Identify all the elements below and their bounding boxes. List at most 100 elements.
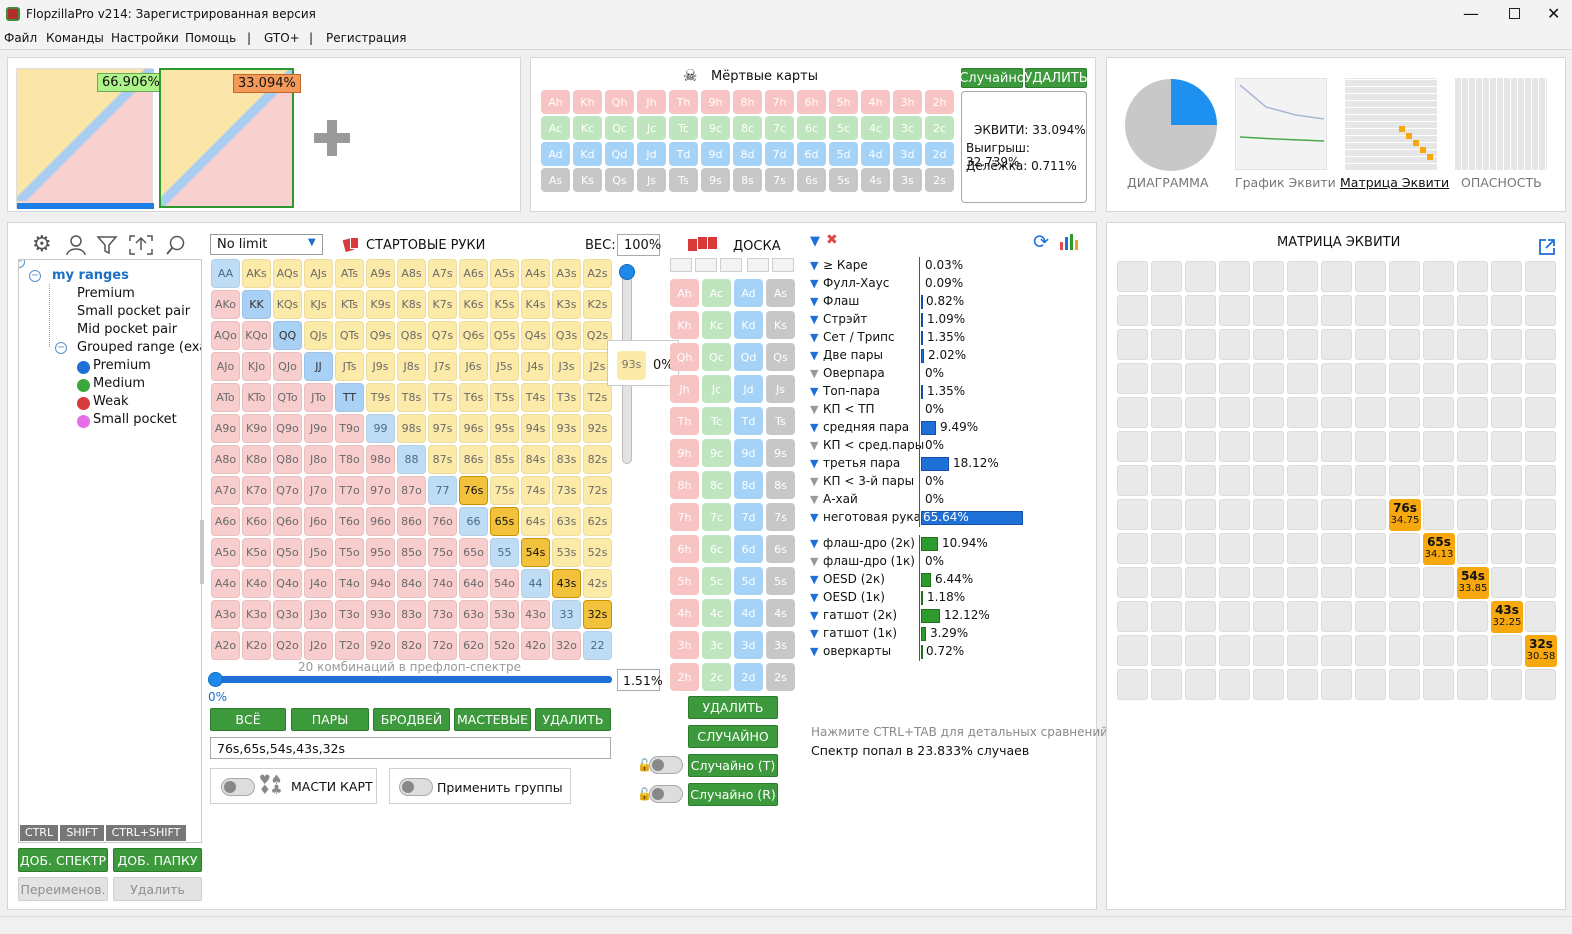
hand-cell-52o[interactable]: 52o	[490, 631, 519, 660]
equity-matrix-cell[interactable]	[1389, 397, 1420, 428]
hand-cell-T9o[interactable]: T9o	[335, 414, 364, 443]
equity-matrix-cell[interactable]	[1117, 465, 1148, 496]
equity-matrix-cell[interactable]	[1389, 533, 1420, 564]
filter-icon[interactable]: ▼	[810, 313, 819, 326]
board-card-Kh[interactable]: Kh	[670, 311, 699, 339]
hand-cell-Q9s[interactable]: Q9s	[366, 321, 395, 350]
equity-matrix-cell[interactable]	[1457, 499, 1488, 530]
board-slot[interactable]	[720, 258, 742, 272]
hand-cell-98s[interactable]: 98s	[397, 414, 426, 443]
board-card-Ks[interactable]: Ks	[766, 311, 795, 339]
board-card-4s[interactable]: 4s	[766, 599, 795, 627]
equity-matrix-cell[interactable]	[1117, 669, 1148, 700]
hand-cell-KQo[interactable]: KQo	[242, 321, 271, 350]
hand-cell-K3s[interactable]: K3s	[552, 290, 581, 319]
equity-matrix-cell[interactable]	[1525, 431, 1556, 462]
equity-matrix-cell[interactable]	[1253, 295, 1284, 326]
hand-cell-33[interactable]: 33	[552, 600, 581, 629]
hand-cell-94o[interactable]: 94o	[366, 569, 395, 598]
hand-cell-Q5o[interactable]: Q5o	[273, 538, 302, 567]
equity-matrix-cell[interactable]	[1185, 499, 1216, 530]
dead-card-6s[interactable]: 6s	[797, 168, 826, 192]
hand-cell-AA[interactable]: AA	[211, 259, 240, 288]
equity-matrix-highlight-cell[interactable]: 65s 34.13	[1423, 533, 1455, 565]
board-card-4c[interactable]: 4c	[702, 599, 731, 627]
view-equity-matrix-label[interactable]: Матрица Эквити	[1340, 175, 1450, 190]
equity-matrix-cell[interactable]	[1457, 533, 1488, 564]
hand-cell-75s[interactable]: 75s	[490, 476, 519, 505]
hand-cell-54s[interactable]: 54s	[521, 538, 550, 567]
hand-cell-QQ[interactable]: QQ	[273, 321, 302, 350]
filter-icon[interactable]: ▼	[810, 609, 819, 622]
filter-icon[interactable]: ▼	[810, 573, 819, 586]
equity-matrix-cell[interactable]	[1423, 465, 1454, 496]
equity-matrix-cell[interactable]	[1253, 261, 1284, 292]
board-card-7h[interactable]: 7h	[670, 503, 699, 531]
dead-card-Qh[interactable]: Qh	[605, 90, 634, 114]
equity-matrix-cell[interactable]	[1321, 567, 1352, 598]
hand-cell-95s[interactable]: 95s	[490, 414, 519, 443]
hand-cell-A7s[interactable]: A7s	[428, 259, 457, 288]
board-card-Qd[interactable]: Qd	[734, 343, 763, 371]
board-card-Ah[interactable]: Ah	[670, 279, 699, 307]
hand-cell-K2s[interactable]: K2s	[583, 290, 612, 319]
hand-cell-Q6s[interactable]: Q6s	[459, 321, 488, 350]
dead-card-Qd[interactable]: Qd	[605, 142, 634, 166]
board-slot[interactable]	[695, 258, 717, 272]
equity-matrix-cell[interactable]	[1287, 329, 1318, 360]
equity-matrix-cell[interactable]	[1253, 533, 1284, 564]
dead-card-6h[interactable]: 6h	[797, 90, 826, 114]
board-card-Qs[interactable]: Qs	[766, 343, 795, 371]
hand-cell-J8o[interactable]: J8o	[304, 445, 333, 474]
equity-matrix-cell[interactable]	[1219, 669, 1250, 700]
equity-matrix-cell[interactable]	[1151, 363, 1182, 394]
hand-cell-65s[interactable]: 65s	[490, 507, 519, 536]
equity-matrix-cell[interactable]	[1185, 601, 1216, 632]
equity-matrix-cell[interactable]	[1355, 669, 1386, 700]
equity-matrix-cell[interactable]	[1219, 635, 1250, 666]
filter-icon[interactable]: ▼	[810, 493, 819, 506]
equity-matrix-cell[interactable]	[1457, 465, 1488, 496]
filter-icon[interactable]: ▼	[810, 331, 819, 344]
equity-matrix-cell[interactable]	[1253, 363, 1284, 394]
dead-card-4s[interactable]: 4s	[861, 168, 890, 192]
hand-cell-A7o[interactable]: A7o	[211, 476, 240, 505]
hand-cell-62o[interactable]: 62o	[459, 631, 488, 660]
board-card-Td[interactable]: Td	[734, 407, 763, 435]
board-delete-button[interactable]: УДАЛИТЬ	[688, 696, 778, 719]
board-card-6s[interactable]: 6s	[766, 535, 795, 563]
dead-card-9s[interactable]: 9s	[701, 168, 730, 192]
dead-card-7h[interactable]: 7h	[765, 90, 794, 114]
hand-cell-AQs[interactable]: AQs	[273, 259, 302, 288]
equity-matrix-cell[interactable]	[1185, 431, 1216, 462]
lock-turn-toggle[interactable]	[649, 756, 683, 774]
dead-card-9d[interactable]: 9d	[701, 142, 730, 166]
hand-cell-K4o[interactable]: K4o	[242, 569, 271, 598]
equity-matrix-cell[interactable]	[1457, 261, 1488, 292]
dead-card-5d[interactable]: 5d	[829, 142, 858, 166]
equity-matrix-cell[interactable]	[1219, 533, 1250, 564]
select-pairs-button[interactable]: ПАРЫ	[291, 708, 369, 731]
hand-cell-JTo[interactable]: JTo	[304, 383, 333, 412]
hand-cell-T8o[interactable]: T8o	[335, 445, 364, 474]
board-card-6d[interactable]: 6d	[734, 535, 763, 563]
dead-random-button[interactable]: Случайно	[959, 68, 1025, 88]
filter-icon[interactable]: ▼	[810, 421, 819, 434]
equity-matrix-cell[interactable]	[1423, 635, 1454, 666]
rename-button[interactable]: Переименов.	[18, 877, 108, 901]
equity-matrix-cell[interactable]	[1117, 533, 1148, 564]
equity-matrix-cell[interactable]	[1525, 363, 1556, 394]
hand-cell-K9s[interactable]: K9s	[366, 290, 395, 319]
equity-matrix-cell[interactable]	[1219, 431, 1250, 462]
hand-cell-92s[interactable]: 92s	[583, 414, 612, 443]
dead-card-9c[interactable]: 9c	[701, 116, 730, 140]
hand-cell-T4o[interactable]: T4o	[335, 569, 364, 598]
hand-cell-JTs[interactable]: JTs	[335, 352, 364, 381]
hand-cell-K9o[interactable]: K9o	[242, 414, 271, 443]
dead-card-7d[interactable]: 7d	[765, 142, 794, 166]
equity-matrix-cell[interactable]	[1525, 295, 1556, 326]
equity-matrix-cell[interactable]	[1287, 465, 1318, 496]
equity-matrix-cell[interactable]	[1321, 431, 1352, 462]
hand-cell-75o[interactable]: 75o	[428, 538, 457, 567]
group-item-3[interactable]: Small pocket	[93, 412, 177, 427]
